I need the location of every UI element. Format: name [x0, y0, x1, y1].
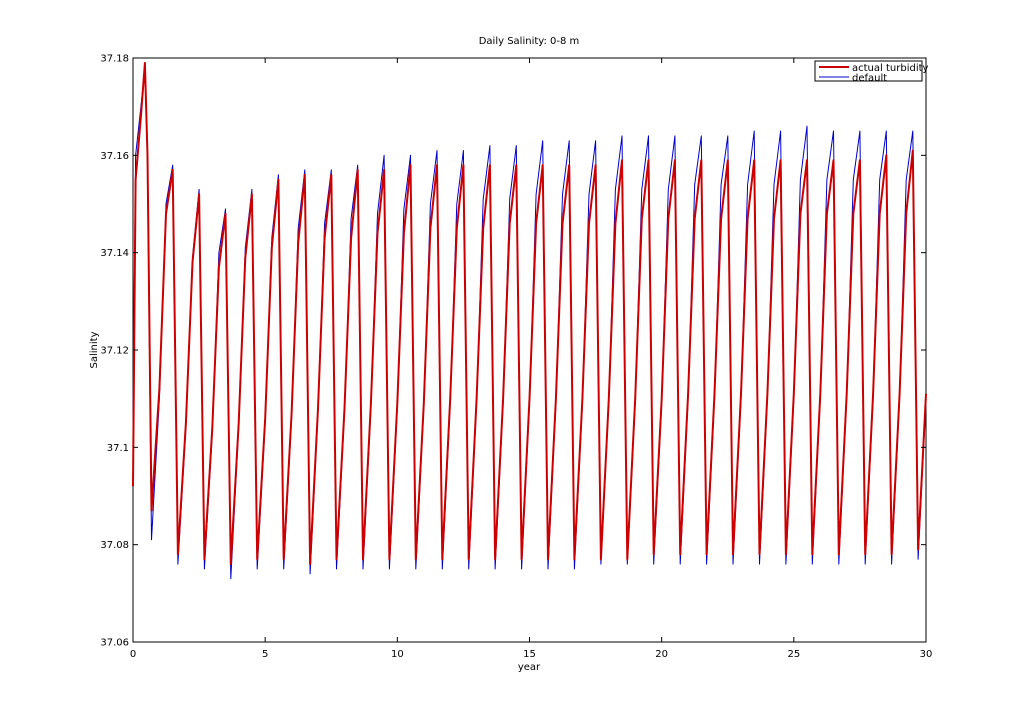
axes-box: [132, 57, 927, 643]
x-tick-label: 25: [787, 649, 800, 660]
x-tick-label: 5: [262, 649, 268, 660]
x-tick-label: 30: [920, 649, 933, 660]
legend: actual turbidity default: [814, 60, 929, 84]
y-tick-label: 37.06: [100, 638, 129, 649]
y-tick-label: 37.16: [100, 151, 129, 162]
x-tick-label: 15: [523, 649, 536, 660]
x-tick-label: 10: [391, 649, 404, 660]
y-tick-label: 37.1: [107, 443, 129, 454]
legend-label-actual-turbidity: actual turbidity: [852, 63, 929, 74]
chart-title: Daily Salinity: 0-8 m: [479, 36, 580, 47]
y-axis-label: Salinity: [89, 331, 100, 368]
series-line-actual-turbidity: [132, 61, 927, 566]
tick-layer: 0 5 10 15 20 25 30 37.06 37.08 37.1 37.12 37.14 37.1…: [100, 54, 932, 661]
y-tick-label: 37.18: [100, 54, 129, 65]
x-axis-label: year: [518, 662, 541, 673]
plot-area: 0 5 10 15 20 25 30 37.06 37.08 37.1 37.12 37.14 37.1…: [100, 54, 932, 661]
y-tick-label: 37.12: [100, 346, 129, 357]
y-tick-label: 37.08: [100, 540, 129, 551]
legend-label-default: default: [852, 73, 887, 84]
x-tick-label: 0: [130, 649, 136, 660]
y-tick-label: 37.14: [100, 248, 129, 259]
x-tick-label: 20: [655, 649, 668, 660]
series-layer: [132, 61, 927, 580]
